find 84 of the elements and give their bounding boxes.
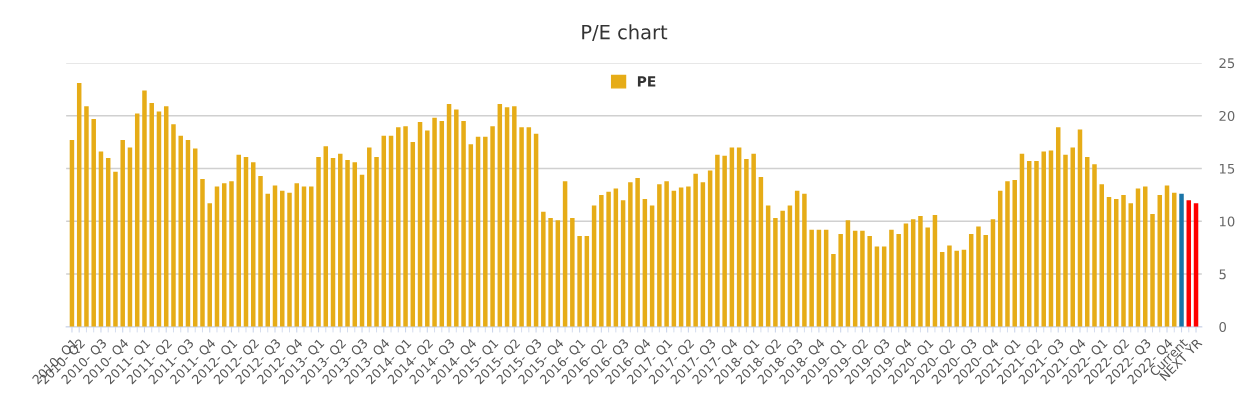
bar	[693, 173, 698, 327]
bar	[171, 124, 176, 327]
y-tick-label: 5	[1219, 269, 1226, 280]
bar	[461, 120, 466, 327]
bar	[773, 218, 778, 327]
bar	[309, 186, 314, 327]
y-tick-label: 15	[1219, 163, 1235, 174]
bar	[1034, 161, 1039, 327]
bar	[577, 236, 582, 327]
bar	[860, 230, 865, 327]
bar	[1172, 192, 1177, 327]
bar	[722, 155, 727, 327]
bar	[867, 236, 872, 327]
y-tick-label: 0	[1219, 322, 1227, 333]
bar	[751, 153, 756, 327]
bar	[345, 160, 350, 327]
chart-title: P/E chart	[582, 24, 668, 41]
bar	[802, 193, 807, 327]
bar	[287, 192, 292, 327]
y-tick-label: 10	[1219, 216, 1235, 227]
bar	[207, 203, 212, 327]
bar	[896, 233, 901, 327]
bar	[316, 156, 321, 327]
bar	[1179, 193, 1184, 327]
bar	[120, 139, 125, 327]
bar	[570, 218, 575, 327]
bar	[403, 126, 408, 327]
bar	[258, 175, 263, 327]
bar	[1063, 154, 1068, 327]
bar	[519, 127, 524, 327]
bar	[664, 181, 669, 327]
bar	[686, 186, 691, 327]
bar	[831, 253, 836, 327]
bar	[396, 127, 401, 327]
bar	[113, 171, 118, 327]
bar	[976, 226, 981, 327]
y-tick-label: 25	[1219, 58, 1235, 69]
bar	[1070, 147, 1075, 327]
bar	[200, 179, 205, 327]
bar	[954, 250, 959, 327]
bar	[838, 233, 843, 327]
bar	[512, 106, 517, 327]
bar	[483, 136, 488, 327]
bar	[635, 177, 640, 327]
bar	[425, 130, 430, 327]
bar	[280, 190, 285, 327]
bar	[548, 218, 553, 327]
bar	[744, 158, 749, 327]
bar	[599, 194, 604, 327]
bar	[432, 117, 437, 327]
bar	[925, 227, 930, 327]
bar	[780, 210, 785, 327]
bar	[715, 154, 720, 327]
bar	[91, 118, 96, 327]
bar	[1121, 194, 1126, 327]
y-tick-label: 20	[1219, 110, 1235, 121]
bar	[628, 182, 633, 327]
bar	[84, 106, 89, 327]
bar	[1092, 164, 1097, 327]
bar	[236, 154, 241, 327]
bar	[1099, 184, 1104, 327]
bar	[149, 103, 154, 327]
bar	[657, 184, 662, 327]
bar	[374, 156, 379, 327]
bar	[889, 229, 894, 327]
bar	[367, 147, 372, 327]
bar	[1012, 180, 1017, 327]
bar	[338, 153, 343, 327]
bar	[142, 90, 147, 327]
bar	[541, 211, 546, 327]
bar	[1143, 186, 1148, 327]
legend-label: PE	[637, 76, 656, 87]
bar	[606, 191, 611, 327]
bar	[918, 215, 923, 327]
bar	[490, 126, 495, 327]
bar	[809, 229, 814, 327]
bar	[178, 135, 183, 327]
bar	[947, 245, 952, 327]
bar	[229, 181, 234, 327]
bar	[983, 234, 988, 327]
bar	[1005, 181, 1010, 327]
bar	[1150, 213, 1155, 327]
bar	[454, 109, 459, 327]
bar	[1041, 151, 1046, 327]
